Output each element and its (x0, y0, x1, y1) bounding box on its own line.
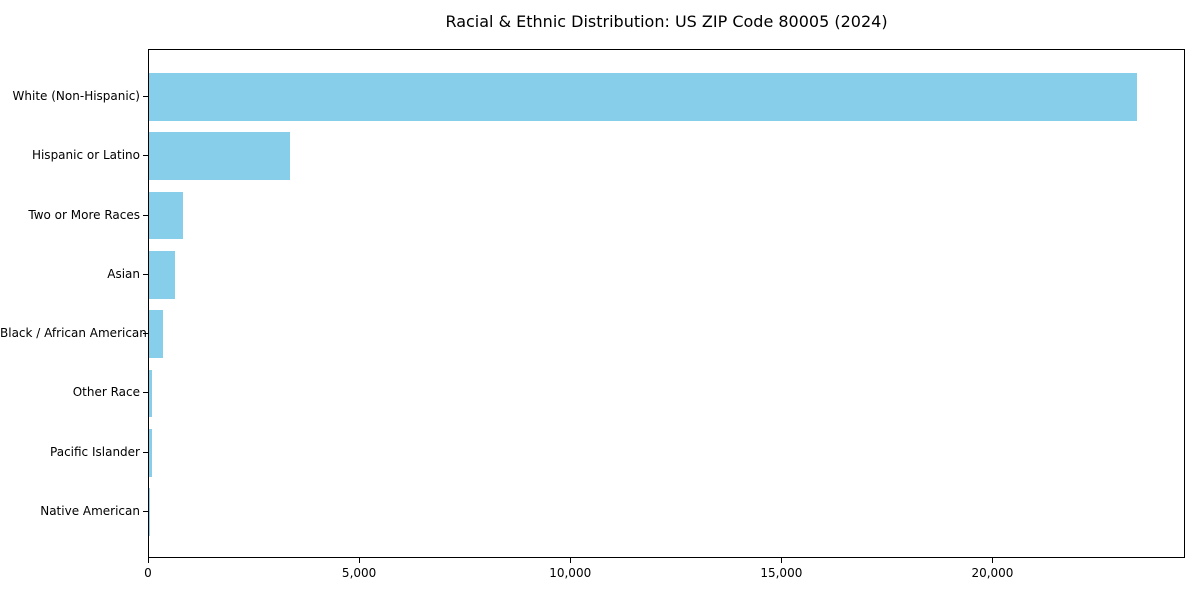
bar (149, 429, 152, 477)
x-tick-mark (148, 558, 149, 563)
x-tick-label: 0 (144, 566, 152, 580)
x-tick-mark (781, 558, 783, 563)
y-tick-mark (143, 214, 148, 216)
y-tick-mark (143, 95, 148, 97)
x-tick-mark (570, 558, 572, 563)
y-tick-label: Other Race (72, 385, 140, 400)
y-tick-label: White (Non-Hispanic) (12, 88, 140, 103)
bar (149, 73, 1137, 121)
plot-area (148, 49, 1185, 558)
bar (149, 251, 176, 299)
x-tick-label: 15,000 (760, 566, 803, 580)
bar (149, 191, 183, 240)
x-tick-label: 10,000 (549, 566, 592, 580)
x-tick-label: 5,000 (341, 566, 377, 580)
y-tick-label: Native American (40, 504, 140, 519)
y-tick-label: Two or More Races (28, 207, 140, 222)
y-tick-mark (143, 392, 148, 394)
bar (149, 132, 291, 180)
x-tick-mark (359, 558, 361, 563)
y-tick-mark (143, 273, 148, 275)
y-tick-label: Hispanic or Latino (31, 148, 140, 163)
x-tick-mark (992, 558, 994, 563)
x-tick-label: 20,000 (971, 566, 1014, 580)
y-tick-mark (143, 333, 148, 335)
y-tick-label: Pacific Islander (50, 444, 140, 459)
bar (149, 310, 163, 358)
y-tick-label: Black / African American (0, 326, 147, 341)
chart-title: Racial & Ethnic Distribution: US ZIP Cod… (445, 12, 888, 31)
y-tick-mark (143, 511, 148, 513)
y-tick-mark (143, 451, 148, 453)
bar (149, 369, 153, 418)
y-tick-mark (143, 155, 148, 157)
y-tick-label: Asian (107, 266, 140, 281)
